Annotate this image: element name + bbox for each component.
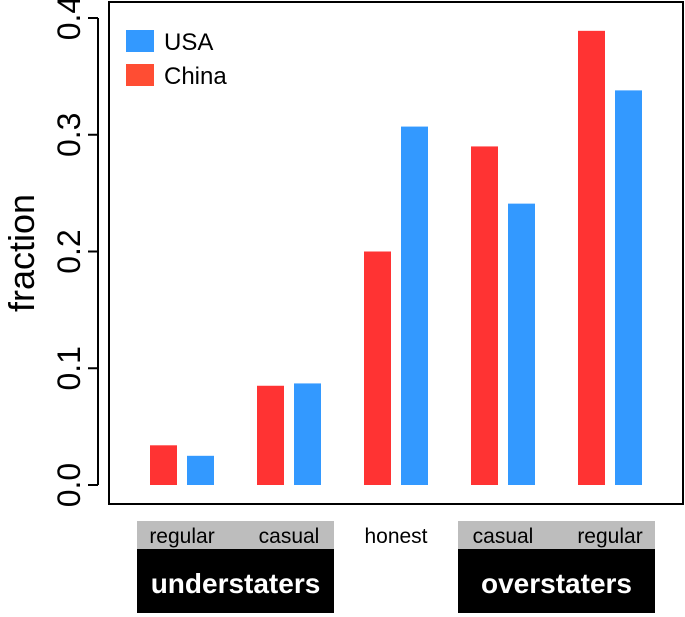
bar-china-3 [471,146,498,486]
x-tick-label-3: casual [473,525,534,548]
legend: USA China [126,29,227,90]
bar-usa-3 [508,203,535,485]
group-label-overstaters: overstaters [481,568,632,599]
group-box-0 [137,549,334,613]
group-label-understaters: understaters [151,568,321,599]
y-tick-label: 0.2 [51,229,87,273]
bar-china-0 [150,445,177,485]
group-box-1 [458,549,655,613]
bar-usa-4 [615,90,642,485]
x-axis-labels: understaters overstaters regular casual hone… [137,521,655,613]
group-band-0 [137,521,334,549]
bar-china-1 [257,385,284,485]
x-tick-label-2: honest [364,525,427,548]
bar-china-4 [578,30,605,486]
bars [150,30,642,486]
y-axis: 0.0 0.1 0.2 0.3 0.4 [51,0,99,507]
legend-swatch-china [126,64,154,86]
y-tick-label: 0.3 [51,113,87,157]
plot-frame [108,1,684,505]
bar-usa-0 [187,455,214,485]
bar-usa-2 [401,126,428,485]
legend-label-china: China [164,63,227,90]
legend-swatch-usa [126,30,154,52]
legend-label-usa: USA [164,29,213,56]
y-tick-label: 0.0 [51,463,87,507]
x-tick-label-1: casual [259,525,320,548]
y-tick-label: 0.1 [51,346,87,390]
group-band-1 [458,521,655,549]
x-tick-label-4: regular [577,525,642,548]
y-tick-label: 0.4 [51,0,87,40]
bar-china-2 [364,251,391,485]
x-tick-label-0: regular [149,525,214,548]
bar-usa-1 [294,383,321,485]
y-axis-label: fraction [1,194,42,312]
